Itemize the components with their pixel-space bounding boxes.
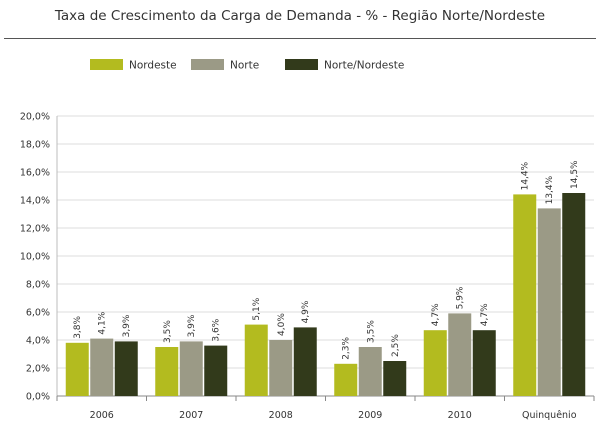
x-category-label: Quinquênio	[522, 410, 577, 421]
data-label: 3,5%	[163, 320, 173, 343]
legend-label: Norte/Nordeste	[324, 60, 404, 72]
bar-norte-2006	[90, 338, 114, 396]
data-label: 4,1%	[98, 311, 108, 334]
bar-norte-quinquênio	[537, 208, 561, 396]
x-category-label: 2010	[448, 410, 472, 421]
y-tick-label: 18,0%	[20, 140, 50, 151]
bar-norte-nordeste-2010	[472, 330, 496, 396]
y-tick-label: 2,0%	[26, 364, 50, 375]
legend-swatch	[285, 59, 318, 70]
bar-nordeste-2010	[423, 330, 447, 396]
data-label: 4,0%	[277, 313, 287, 336]
x-category-label: 2009	[358, 410, 382, 421]
legend-label: Nordeste	[129, 60, 177, 72]
bar-nordeste-2008	[244, 324, 268, 396]
data-label: 5,1%	[252, 297, 262, 320]
data-label: 14,4%	[521, 161, 531, 190]
y-tick-label: 16,0%	[20, 168, 50, 179]
data-label: 3,5%	[366, 320, 376, 343]
data-label: 4,7%	[431, 303, 441, 326]
y-tick-label: 4,0%	[26, 336, 50, 347]
legend-swatch	[90, 59, 123, 70]
bar-norte-2007	[179, 341, 203, 396]
data-label: 3,9%	[122, 314, 132, 337]
bar-norte-2008	[269, 340, 293, 396]
data-label: 14,5%	[570, 160, 580, 189]
x-category-label: 2006	[90, 410, 114, 421]
bar-nordeste-2006	[65, 342, 89, 396]
legend-swatch	[191, 59, 224, 70]
data-label: 4,7%	[480, 303, 490, 326]
y-tick-label: 8,0%	[26, 280, 50, 291]
y-tick-label: 0,0%	[26, 392, 50, 403]
data-label: 5,9%	[456, 286, 466, 309]
bar-norte-nordeste-2008	[293, 327, 317, 396]
y-tick-label: 12,0%	[20, 224, 50, 235]
data-label: 2,3%	[342, 336, 352, 359]
data-label: 13,4%	[545, 175, 555, 204]
data-label: 2,5%	[391, 334, 401, 357]
title-divider	[4, 38, 596, 39]
y-tick-label: 14,0%	[20, 196, 50, 207]
bar-norte-nordeste-quinquênio	[562, 193, 586, 396]
legend-label: Norte	[230, 60, 259, 72]
bar-norte-2010	[448, 313, 472, 396]
bar-norte-2009	[358, 347, 382, 396]
y-tick-label: 6,0%	[26, 308, 50, 319]
data-label: 4,9%	[301, 300, 311, 323]
data-label: 3,9%	[187, 314, 197, 337]
bar-nordeste-2007	[155, 347, 179, 396]
chart-title: Taxa de Crescimento da Carga de Demanda …	[54, 8, 546, 24]
y-tick-label: 20,0%	[20, 112, 50, 123]
data-label: 3,6%	[212, 318, 222, 341]
x-category-label: 2007	[179, 410, 203, 421]
bar-norte-nordeste-2006	[114, 341, 138, 396]
data-label: 3,8%	[73, 315, 83, 338]
bar-norte-nordeste-2009	[383, 361, 407, 396]
bar-norte-nordeste-2007	[204, 345, 228, 396]
bar-nordeste-2009	[334, 363, 358, 396]
y-tick-label: 10,0%	[20, 252, 50, 263]
bar-nordeste-quinquênio	[513, 194, 537, 396]
x-category-label: 2008	[269, 410, 293, 421]
